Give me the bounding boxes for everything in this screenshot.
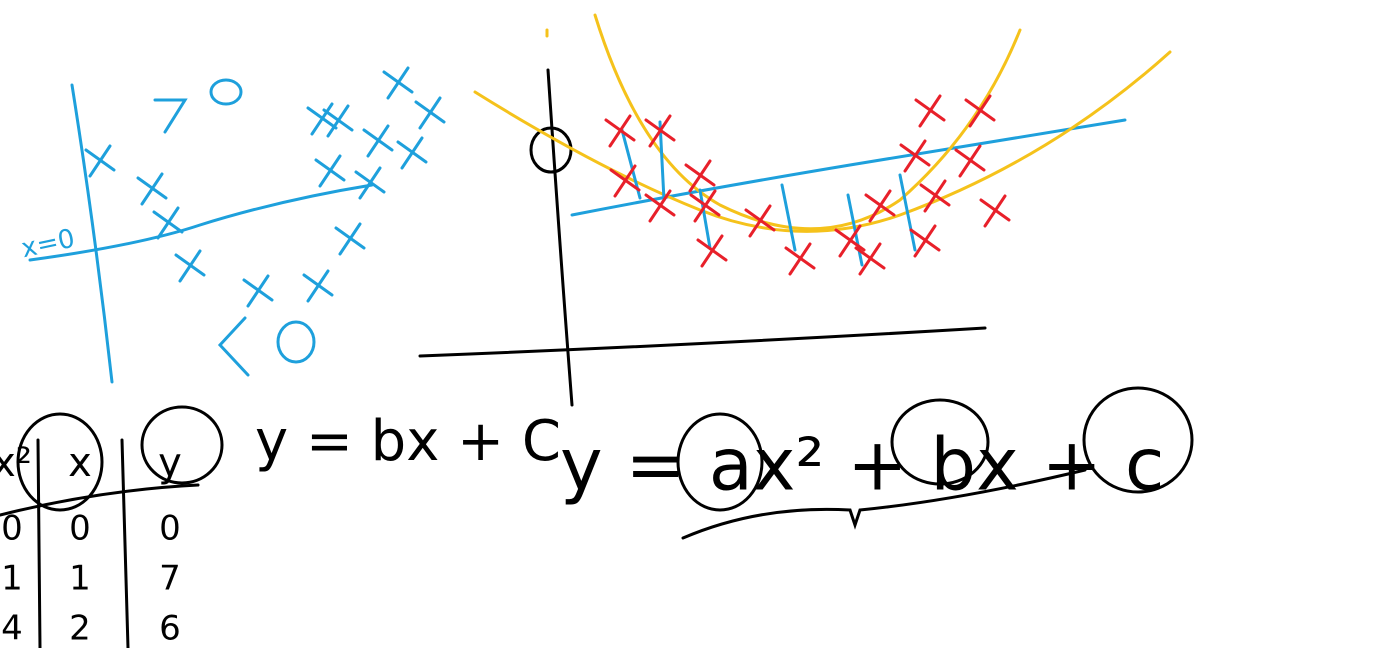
- left-boundary: [28, 183, 374, 262]
- residual: [620, 128, 642, 200]
- cross: [604, 114, 636, 148]
- coef-circle: [1082, 386, 1194, 494]
- cross: [899, 139, 931, 173]
- residual: [898, 173, 917, 252]
- cross: [414, 96, 446, 130]
- cross: [909, 224, 941, 258]
- seven-mark: [153, 98, 188, 134]
- cross: [306, 102, 338, 136]
- y-axis: [546, 68, 574, 407]
- cross: [914, 94, 946, 128]
- header-circle: [140, 405, 224, 485]
- table-cell: 4: [1, 609, 23, 648]
- cross: [784, 242, 816, 276]
- residual: [780, 183, 797, 252]
- cross: [136, 172, 168, 206]
- table-header: y: [158, 440, 182, 486]
- cross: [174, 249, 206, 283]
- cross: [854, 242, 886, 276]
- table-rule: [36, 438, 42, 648]
- cross: [979, 194, 1011, 228]
- cross: [834, 224, 866, 258]
- table-header: x: [68, 440, 92, 486]
- cross: [314, 154, 346, 188]
- cross: [322, 104, 354, 138]
- table-header: x²: [0, 440, 32, 486]
- cross: [396, 136, 428, 170]
- table-cell: 6: [159, 609, 181, 648]
- table-cell: 1: [69, 559, 91, 599]
- cross: [919, 179, 951, 213]
- cross: [696, 234, 728, 268]
- coef-circle: [890, 398, 990, 486]
- cross: [644, 114, 676, 148]
- residual: [698, 188, 712, 250]
- cross: [242, 274, 274, 308]
- cross: [84, 144, 116, 178]
- table-cell: 0: [1, 509, 23, 549]
- cross: [954, 144, 986, 178]
- table-cell: 0: [159, 509, 181, 549]
- table-cell: 2: [69, 609, 91, 648]
- cross: [744, 204, 776, 238]
- table-cell: 7: [159, 559, 181, 599]
- residuals: [620, 120, 917, 267]
- cross: [689, 189, 721, 223]
- quadratic-fit: [593, 13, 1022, 231]
- table-cell: 0: [69, 509, 91, 549]
- formula-linear: y = bx + C: [255, 409, 561, 474]
- x-axis: [418, 326, 987, 358]
- cross: [302, 269, 334, 303]
- table-rule: [0, 483, 200, 517]
- formula-quadratic: y = ax² + bx + c: [560, 423, 1164, 507]
- table-cell: 1: [1, 559, 23, 599]
- cross: [609, 164, 641, 198]
- brace: [681, 468, 1087, 540]
- cross: [382, 66, 414, 100]
- cross: [864, 189, 896, 223]
- cross: [152, 206, 184, 240]
- quadratic-fit: [473, 50, 1172, 233]
- table-rule: [120, 438, 130, 648]
- cross: [334, 222, 366, 256]
- cross: [354, 166, 386, 200]
- cross: [362, 124, 394, 158]
- coef-circle: [676, 412, 764, 512]
- cross: [644, 189, 676, 223]
- zero-mark: [276, 320, 316, 364]
- residual: [846, 193, 864, 267]
- cross: [684, 159, 716, 193]
- cross: [964, 94, 996, 128]
- data-points: [84, 66, 1011, 308]
- left-axis: [70, 83, 114, 384]
- table: x² x y 0 0 0 1 1 7 4 2 6: [0, 440, 182, 648]
- header-circle: [16, 412, 104, 512]
- zero-mark: [209, 78, 243, 106]
- less-mark: [217, 316, 250, 377]
- residual: [658, 120, 666, 202]
